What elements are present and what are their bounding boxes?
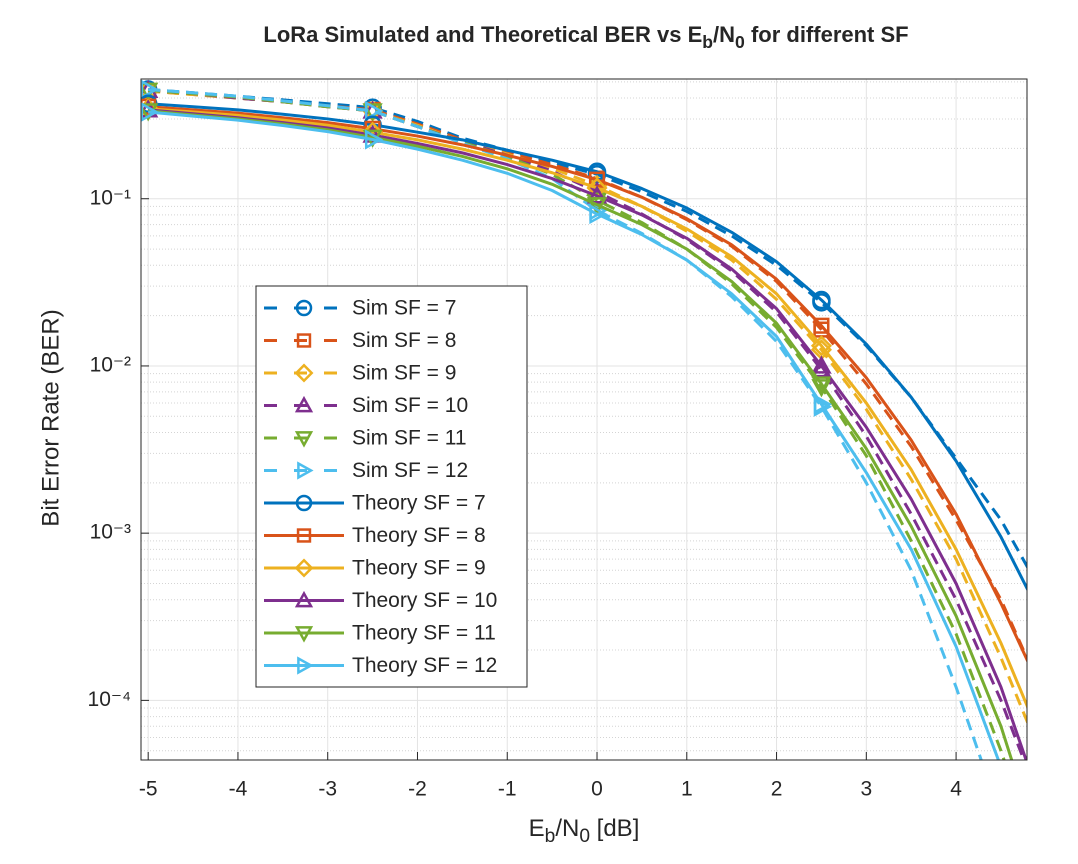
marker xyxy=(364,100,384,122)
marker xyxy=(294,363,314,383)
chart-title: LoRa Simulated and Theoretical BER vs Eb… xyxy=(263,22,908,52)
marker xyxy=(813,317,830,334)
marker xyxy=(362,124,383,143)
x-tick-label: 2 xyxy=(771,778,783,801)
legend-box xyxy=(255,285,528,688)
text-run: /N xyxy=(555,815,579,842)
marker xyxy=(295,494,313,512)
marker xyxy=(364,129,384,150)
x-tick-label: -3 xyxy=(318,778,337,801)
x-tick-label: 0 xyxy=(591,778,603,801)
legend-label: Sim SF = 12 xyxy=(352,459,468,482)
series-line xyxy=(148,110,1000,760)
y-tick-label: 10⁻³ xyxy=(90,521,131,544)
marker xyxy=(294,395,314,413)
legend-label: Theory SF = 10 xyxy=(352,589,497,612)
marker xyxy=(295,299,313,317)
x-tick-label: -4 xyxy=(229,778,248,801)
text-run: LoRa Simulated and Theoretical BER vs E xyxy=(263,22,702,47)
marker xyxy=(296,333,312,348)
x-tick-label: -1 xyxy=(498,778,517,801)
marker xyxy=(294,626,314,643)
x-tick-label: 4 xyxy=(950,778,962,801)
y-axis-label: Bit Error Rate (BER) xyxy=(37,309,64,526)
marker xyxy=(811,376,832,395)
marker xyxy=(812,290,831,310)
marker xyxy=(141,79,159,100)
subscript: 0 xyxy=(735,32,745,52)
marker xyxy=(811,355,832,374)
text-run: for different SF xyxy=(745,22,909,47)
series-line xyxy=(148,88,1026,760)
axes-box xyxy=(140,78,1028,761)
marker xyxy=(586,185,608,204)
marker xyxy=(586,192,608,211)
x-tick-label: 3 xyxy=(860,778,872,801)
subscript: b xyxy=(702,32,713,52)
y-tick-label: 10⁻¹ xyxy=(90,186,131,209)
x-tick-label: -2 xyxy=(408,778,427,801)
legend-label: Theory SF = 8 xyxy=(352,524,486,547)
series-group xyxy=(141,79,1027,760)
marker xyxy=(813,394,833,415)
y-tick-label: 10⁻⁴ xyxy=(88,688,131,711)
legend-label: Theory SF = 11 xyxy=(352,622,496,645)
legend-label: Theory SF = 7 xyxy=(352,492,486,515)
marker xyxy=(297,656,314,675)
subscript: b xyxy=(545,826,556,847)
marker xyxy=(294,431,314,448)
text-run: /N xyxy=(713,22,735,47)
marker xyxy=(141,102,159,122)
marker xyxy=(810,335,833,357)
marker xyxy=(296,528,312,543)
y-tick-label: 10⁻² xyxy=(90,353,131,376)
marker xyxy=(589,203,608,225)
series-line xyxy=(148,109,1014,760)
text-run: [dB] xyxy=(590,815,639,842)
marker xyxy=(294,558,314,578)
legend: Sim SF = 7 Sim SF = 8 Sim SF = 9 Sim SF = 1… xyxy=(255,285,528,688)
x-tick-label: -5 xyxy=(139,778,158,801)
legend-label: Sim SF = 11 xyxy=(352,427,467,450)
legend-label: Theory SF = 12 xyxy=(352,654,497,677)
series-line xyxy=(148,88,1006,760)
legend-label: Sim SF = 10 xyxy=(352,394,468,417)
legend-label: Sim SF = 8 xyxy=(352,329,456,352)
text-run: E xyxy=(529,815,545,842)
marker xyxy=(586,197,608,216)
legend-label: Sim SF = 9 xyxy=(352,362,456,385)
subscript: 0 xyxy=(579,826,590,847)
x-axis-label: Eb/N0 [dB] xyxy=(529,815,640,847)
legend-label: Sim SF = 7 xyxy=(352,297,456,320)
marker xyxy=(297,461,314,480)
x-tick-label: 1 xyxy=(681,778,693,801)
marker xyxy=(294,590,314,608)
legend-label: Theory SF = 9 xyxy=(352,557,486,580)
